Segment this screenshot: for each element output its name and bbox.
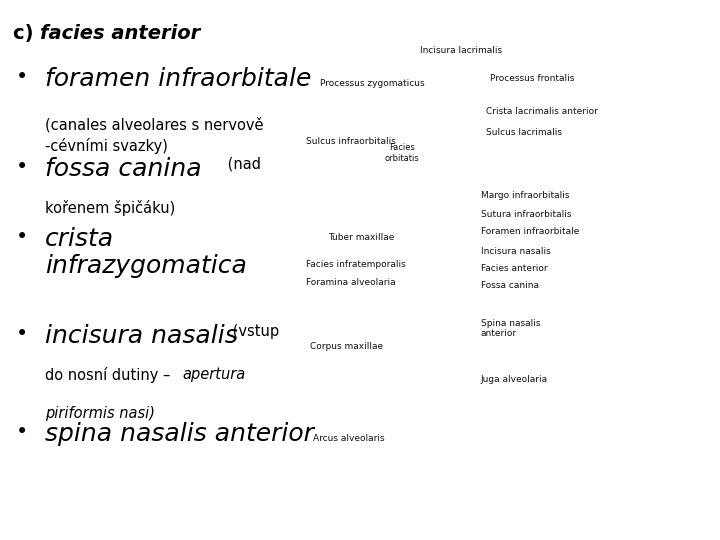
Text: Facies infratemporalis: Facies infratemporalis (306, 260, 406, 269)
Text: fossa canina: fossa canina (45, 157, 202, 180)
Text: Fossa canina: Fossa canina (481, 281, 539, 289)
Text: kořenem špičáku): kořenem špičáku) (45, 200, 175, 216)
Text: piriformis nasi): piriformis nasi) (45, 406, 155, 421)
Text: Tuber maxillae: Tuber maxillae (328, 233, 394, 242)
Text: foramen infraorbitale: foramen infraorbitale (45, 68, 311, 91)
Text: crista
infrazygomatica: crista infrazygomatica (45, 227, 246, 278)
Text: Processus frontalis: Processus frontalis (490, 74, 574, 83)
Text: Facies anterior: Facies anterior (481, 264, 548, 273)
Text: (nad: (nad (223, 157, 261, 172)
Text: spina nasalis anterior: spina nasalis anterior (45, 422, 313, 446)
Text: Foramina alveolaria: Foramina alveolaria (306, 279, 395, 287)
Text: Margo infraorbitalis: Margo infraorbitalis (481, 191, 570, 200)
Text: Juga alveolaria: Juga alveolaria (481, 375, 548, 383)
Text: Facies
orbitatis: Facies orbitatis (384, 143, 419, 163)
Text: Processus zygomaticus: Processus zygomaticus (320, 79, 425, 88)
Text: Arcus alveolaris: Arcus alveolaris (313, 434, 384, 443)
Text: Crista lacrimalis anterior: Crista lacrimalis anterior (486, 107, 598, 116)
Text: •: • (16, 422, 28, 442)
Text: apertura: apertura (183, 367, 246, 382)
Text: •: • (16, 324, 28, 344)
Text: Spina nasalis
anterior: Spina nasalis anterior (481, 319, 541, 338)
Text: •: • (16, 227, 28, 247)
Text: Sutura infraorbitalis: Sutura infraorbitalis (481, 210, 572, 219)
Text: facies anterior: facies anterior (40, 24, 200, 43)
Text: (canales alveolares s nervově
-cévními svazky): (canales alveolares s nervově -cévními s… (45, 117, 263, 154)
Text: Sulcus lacrimalis: Sulcus lacrimalis (486, 129, 562, 137)
Text: do nosní dutiny –: do nosní dutiny – (45, 367, 175, 383)
Text: Incisura lacrimalis: Incisura lacrimalis (420, 46, 502, 55)
Text: Foramen infraorbitale: Foramen infraorbitale (481, 227, 580, 235)
Text: •: • (16, 68, 28, 87)
Text: Corpus maxillae: Corpus maxillae (310, 342, 383, 351)
Text: incisura nasalis: incisura nasalis (45, 324, 238, 348)
Text: Incisura nasalis: Incisura nasalis (481, 247, 551, 256)
Text: (vstup: (vstup (228, 324, 279, 339)
Text: •: • (16, 157, 28, 177)
Text: c): c) (13, 24, 40, 43)
Text: Sulcus infraorbitalis: Sulcus infraorbitalis (306, 137, 396, 146)
